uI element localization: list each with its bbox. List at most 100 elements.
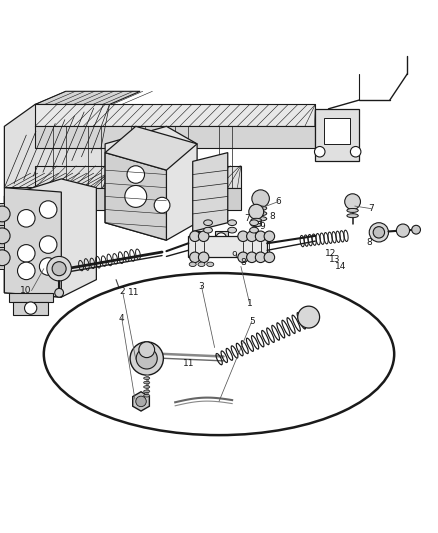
Text: 9: 9 — [259, 222, 265, 231]
Text: 11: 11 — [128, 288, 139, 297]
Circle shape — [198, 252, 209, 263]
Circle shape — [47, 256, 71, 281]
Text: 1: 1 — [247, 299, 253, 308]
Polygon shape — [193, 152, 228, 231]
Text: 9: 9 — [231, 251, 237, 260]
Circle shape — [154, 197, 170, 213]
Polygon shape — [35, 166, 241, 188]
Ellipse shape — [207, 262, 214, 266]
Circle shape — [247, 252, 257, 263]
Circle shape — [264, 231, 275, 241]
Circle shape — [39, 201, 57, 219]
Polygon shape — [188, 236, 267, 257]
Circle shape — [369, 223, 389, 242]
Polygon shape — [13, 302, 48, 314]
Polygon shape — [105, 152, 166, 240]
Text: 11: 11 — [183, 359, 194, 368]
Polygon shape — [105, 126, 197, 170]
Circle shape — [190, 231, 200, 241]
Text: 2: 2 — [120, 287, 125, 296]
Ellipse shape — [254, 206, 267, 211]
Ellipse shape — [144, 377, 150, 379]
Circle shape — [345, 194, 360, 209]
Ellipse shape — [204, 227, 212, 233]
Polygon shape — [133, 392, 149, 411]
Circle shape — [314, 147, 325, 157]
Text: 7: 7 — [368, 204, 374, 213]
Polygon shape — [9, 293, 53, 302]
Circle shape — [52, 262, 66, 276]
Circle shape — [194, 233, 205, 243]
Circle shape — [198, 231, 209, 241]
Circle shape — [18, 245, 35, 262]
Ellipse shape — [250, 227, 258, 233]
Ellipse shape — [347, 208, 358, 213]
Polygon shape — [4, 179, 96, 297]
Ellipse shape — [228, 227, 237, 233]
Ellipse shape — [347, 214, 358, 217]
Polygon shape — [315, 109, 359, 161]
Circle shape — [18, 262, 35, 280]
Ellipse shape — [189, 262, 196, 266]
Circle shape — [255, 252, 266, 263]
Polygon shape — [35, 91, 140, 104]
Circle shape — [350, 147, 361, 157]
Circle shape — [252, 190, 269, 207]
Ellipse shape — [228, 220, 237, 225]
Text: 13: 13 — [329, 255, 341, 264]
Polygon shape — [35, 104, 315, 126]
Polygon shape — [35, 188, 241, 209]
Text: 8: 8 — [366, 238, 372, 247]
Text: 5: 5 — [249, 317, 255, 326]
Circle shape — [255, 231, 266, 241]
Ellipse shape — [250, 220, 258, 225]
Polygon shape — [215, 231, 228, 245]
Circle shape — [127, 166, 145, 183]
Circle shape — [125, 185, 147, 207]
Text: 10: 10 — [20, 286, 32, 295]
Circle shape — [55, 288, 64, 297]
Polygon shape — [105, 126, 197, 240]
Text: 3: 3 — [198, 282, 205, 290]
Polygon shape — [0, 225, 4, 247]
Ellipse shape — [144, 381, 150, 384]
Ellipse shape — [254, 211, 267, 216]
Ellipse shape — [204, 220, 212, 225]
Circle shape — [0, 206, 10, 222]
Circle shape — [396, 224, 410, 237]
Circle shape — [25, 302, 37, 314]
Text: 14: 14 — [335, 262, 346, 271]
Circle shape — [238, 252, 248, 263]
Ellipse shape — [44, 273, 394, 435]
Circle shape — [190, 252, 200, 263]
Ellipse shape — [254, 216, 267, 221]
Circle shape — [130, 342, 163, 375]
Text: 8: 8 — [240, 259, 246, 268]
Circle shape — [39, 258, 57, 275]
Polygon shape — [4, 188, 61, 297]
Circle shape — [249, 204, 264, 219]
Polygon shape — [4, 104, 109, 188]
Circle shape — [264, 252, 275, 263]
Circle shape — [412, 225, 420, 234]
Circle shape — [216, 233, 226, 243]
Ellipse shape — [251, 223, 261, 227]
Polygon shape — [193, 231, 206, 245]
Text: 6: 6 — [275, 197, 281, 206]
Circle shape — [373, 227, 385, 238]
Circle shape — [136, 396, 146, 407]
Polygon shape — [0, 203, 4, 225]
Ellipse shape — [144, 394, 150, 397]
Polygon shape — [324, 118, 350, 144]
Polygon shape — [0, 247, 4, 269]
Circle shape — [39, 236, 57, 253]
Circle shape — [18, 209, 35, 227]
Circle shape — [0, 228, 10, 244]
Text: 12: 12 — [325, 249, 336, 258]
Ellipse shape — [144, 386, 150, 388]
Ellipse shape — [251, 219, 261, 222]
Text: 4: 4 — [119, 314, 124, 322]
Circle shape — [298, 306, 320, 328]
Ellipse shape — [198, 262, 205, 266]
Circle shape — [0, 250, 10, 265]
